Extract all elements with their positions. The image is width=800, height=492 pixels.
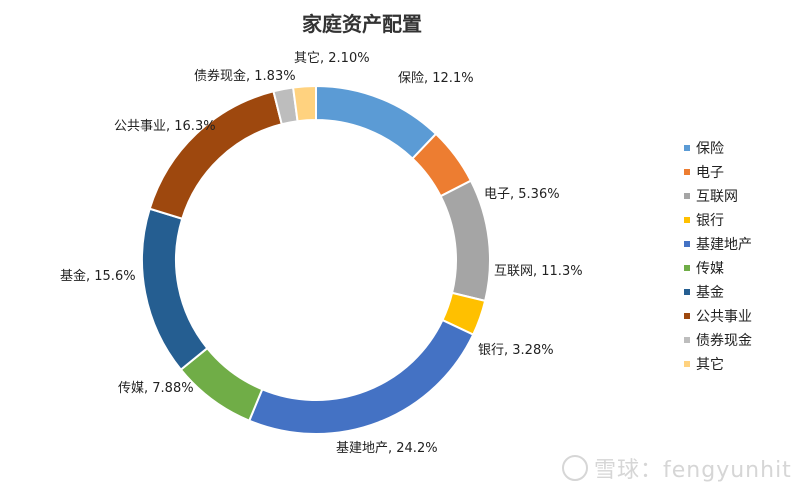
slice-5 bbox=[247, 318, 475, 435]
legend-swatch-6 bbox=[684, 265, 690, 271]
legend-label-1: 保险 bbox=[696, 141, 724, 157]
legend: 保险电子互联网银行基建地产传媒基金公共事业债券现金其它 bbox=[684, 136, 752, 376]
slice-label-8: 公共事业, 16.3% bbox=[114, 119, 216, 134]
legend-swatch-3 bbox=[684, 193, 690, 199]
xueqiu-logo-icon bbox=[562, 455, 588, 481]
legend-item-2: 电子 bbox=[684, 160, 752, 184]
legend-item-4: 银行 bbox=[684, 208, 752, 232]
slice-label-10: 其它, 2.10% bbox=[294, 50, 370, 66]
legend-item-7: 基金 bbox=[684, 280, 752, 304]
slice-3 bbox=[439, 179, 491, 303]
legend-swatch-4 bbox=[684, 217, 690, 223]
legend-item-10: 其它 bbox=[684, 352, 752, 376]
slice-8 bbox=[148, 90, 283, 221]
watermark-separator: ： bbox=[640, 458, 664, 483]
legend-label-8: 公共事业 bbox=[696, 309, 752, 325]
legend-label-4: 银行 bbox=[696, 213, 724, 229]
watermark-brand: 雪球 bbox=[594, 458, 641, 483]
legend-swatch-1 bbox=[684, 145, 690, 151]
slice-label-2: 电子, 5.36% bbox=[484, 187, 560, 202]
slice-7 bbox=[141, 207, 209, 372]
legend-swatch-2 bbox=[684, 169, 690, 175]
legend-label-2: 电子 bbox=[696, 165, 724, 181]
slice-1 bbox=[315, 84, 438, 160]
watermark: 雪球：fengyunhit bbox=[562, 452, 792, 484]
legend-label-9: 债券现金 bbox=[696, 333, 752, 349]
legend-item-9: 债券现金 bbox=[684, 328, 752, 352]
watermark-user: fengyunhit bbox=[663, 458, 792, 483]
legend-swatch-8 bbox=[684, 313, 690, 319]
slice-label-5: 基建地产, 24.2% bbox=[336, 441, 438, 456]
legend-item-3: 互联网 bbox=[684, 184, 752, 208]
slice-label-3: 互联网, 11.3% bbox=[494, 264, 583, 279]
legend-label-7: 基金 bbox=[696, 285, 724, 301]
legend-label-5: 基建地产 bbox=[696, 237, 752, 253]
legend-swatch-9 bbox=[684, 337, 690, 343]
slice-10 bbox=[291, 84, 317, 123]
legend-item-1: 保险 bbox=[684, 136, 752, 160]
legend-item-6: 传媒 bbox=[684, 256, 752, 280]
legend-label-3: 互联网 bbox=[696, 189, 738, 205]
slice-label-9: 债券现金, 1.83% bbox=[194, 68, 296, 84]
legend-item-5: 基建地产 bbox=[684, 232, 752, 256]
legend-swatch-10 bbox=[684, 361, 690, 367]
legend-label-6: 传媒 bbox=[696, 261, 724, 277]
slice-label-6: 传媒, 7.88% bbox=[118, 381, 194, 396]
slice-label-1: 保险, 12.1% bbox=[398, 71, 474, 86]
slice-label-7: 基金, 15.6% bbox=[60, 268, 136, 284]
legend-swatch-5 bbox=[684, 241, 690, 247]
legend-swatch-7 bbox=[684, 289, 690, 295]
slice-label-4: 银行, 3.28% bbox=[478, 343, 554, 358]
legend-item-8: 公共事业 bbox=[684, 304, 752, 328]
legend-label-10: 其它 bbox=[696, 357, 724, 373]
chart-title: 家庭资产配置 bbox=[302, 12, 422, 36]
